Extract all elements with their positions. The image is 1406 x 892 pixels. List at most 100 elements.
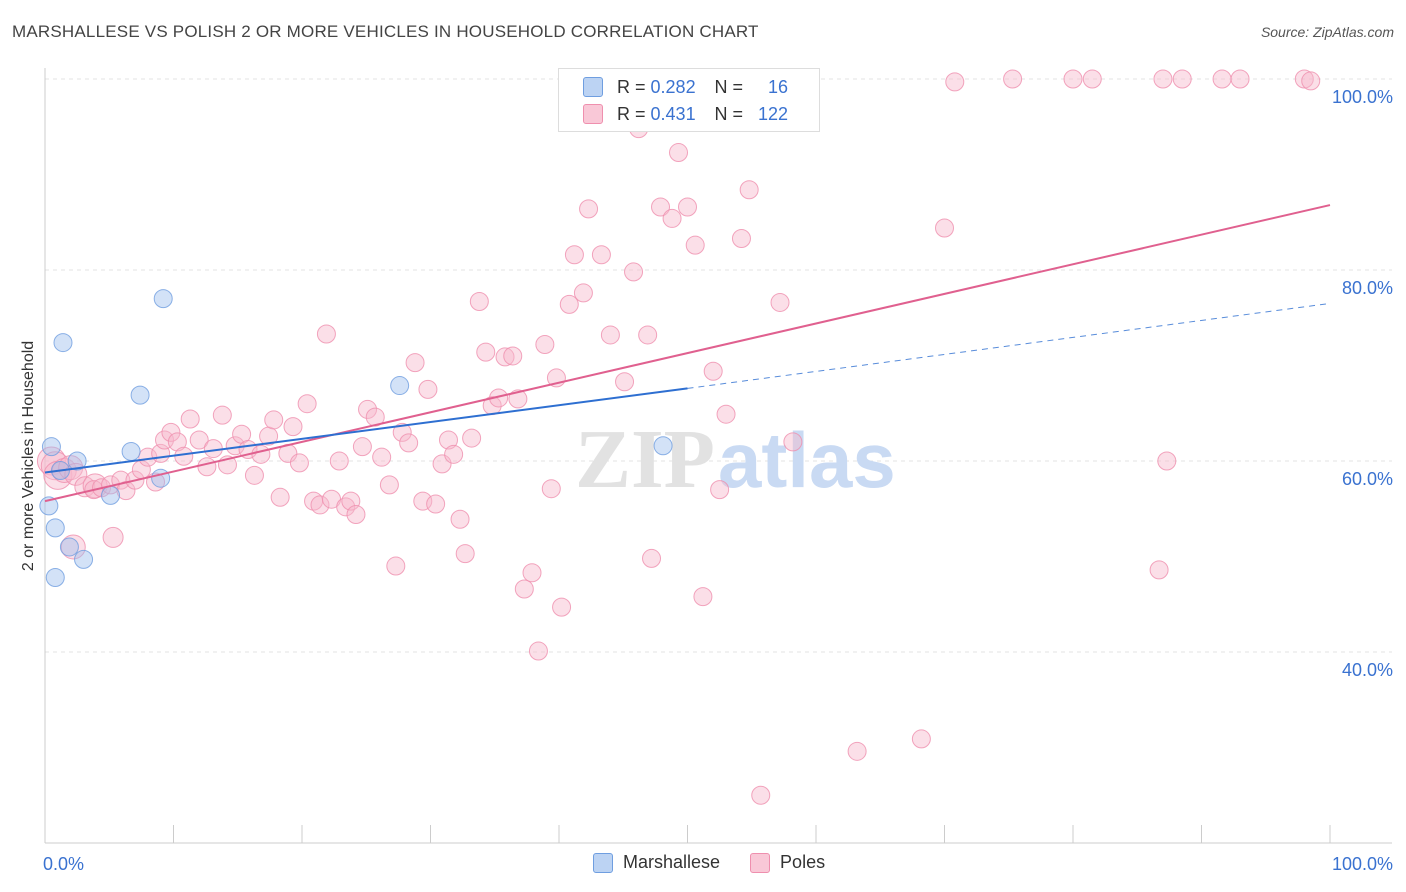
poles-point: [399, 433, 419, 453]
poles-point: [1003, 69, 1023, 89]
poles-point: [1301, 71, 1321, 91]
legend-n-value: 122: [758, 103, 789, 124]
marshallese-legend-swatch: [593, 852, 613, 873]
poles-point: [522, 563, 542, 583]
poles-point: [662, 208, 682, 228]
poles-point: [346, 504, 366, 524]
poles-point: [541, 479, 561, 499]
poles-point: [316, 324, 336, 344]
poles-point: [251, 444, 271, 464]
poles-point: [669, 143, 689, 163]
poles-point: [444, 444, 464, 464]
poles-point: [751, 785, 771, 805]
marshallese-legend-label: Marshallese: [623, 852, 721, 872]
poles-point: [1153, 69, 1173, 89]
stats-legend: R = 0.282 N = 16 R = 0.431 N = 122: [558, 68, 820, 132]
poles-point: [514, 579, 534, 599]
poles-point: [189, 430, 209, 450]
marshallese-point: [39, 496, 59, 516]
poles-point: [600, 325, 620, 345]
poles-point: [624, 262, 644, 282]
legend-row-marshallese: R = 0.282 N = 16: [583, 75, 788, 99]
poles-point: [642, 548, 662, 568]
legend-r-value: 0.282: [650, 76, 696, 97]
marshallese-point: [153, 289, 173, 309]
legend-r-label: R =: [617, 103, 646, 124]
marshallese-point: [121, 441, 141, 461]
legend-row-poles: R = 0.431 N = 122: [583, 102, 788, 126]
legend-n-label: N =: [714, 76, 744, 97]
poles-point: [102, 526, 124, 548]
poles-point: [405, 353, 425, 373]
legend-r-value: 0.431: [650, 103, 696, 124]
poles-point: [212, 405, 232, 425]
poles-point: [685, 235, 705, 255]
poles-legend-swatch: [750, 852, 771, 873]
poles-point: [438, 430, 458, 450]
legend-item-poles: Poles: [750, 852, 825, 873]
x-tick-label: 0.0%: [43, 854, 84, 874]
poles-point: [528, 641, 548, 661]
marshallese-point: [41, 437, 61, 457]
marshallese-point: [45, 518, 65, 538]
poles-point: [386, 556, 406, 576]
legend-r-label: R =: [617, 76, 646, 97]
poles-point: [450, 509, 470, 529]
poles-point: [579, 199, 599, 219]
poles-point: [573, 283, 593, 303]
poles-point: [638, 325, 658, 345]
poles-point: [379, 475, 399, 495]
poles-point: [503, 346, 523, 366]
poles-point: [413, 491, 433, 511]
poles-point: [203, 439, 223, 459]
poles-point: [651, 197, 671, 217]
poles-point: [847, 741, 867, 761]
marshallese-point: [390, 376, 410, 396]
marshallese-point: [53, 333, 73, 353]
poles-point: [270, 487, 290, 507]
marshallese-trend-line: [44, 387, 688, 474]
watermark-atlas: atlas: [718, 416, 896, 504]
poles-point: [358, 399, 378, 419]
poles-point: [462, 428, 482, 448]
y-tick-label: 80.0%: [1342, 278, 1393, 298]
poles-point: [1212, 69, 1232, 89]
poles-point: [911, 729, 931, 749]
y-tick-label: 40.0%: [1342, 660, 1393, 680]
poles-point: [264, 410, 284, 430]
poles-point: [731, 228, 751, 248]
marshallese-trend-extension: [687, 302, 1331, 389]
poles-point: [739, 180, 759, 200]
poles-point: [591, 245, 611, 265]
poles-point: [535, 334, 555, 354]
poles-point: [1230, 69, 1250, 89]
poles-legend-label: Poles: [780, 852, 826, 872]
poles-point: [935, 218, 954, 238]
poles-point: [770, 292, 790, 312]
poles-point: [615, 372, 635, 392]
poles-point: [693, 587, 713, 607]
poles-point: [392, 422, 412, 442]
poles-point: [180, 409, 200, 429]
poles-point: [372, 447, 392, 467]
marshallese-point: [59, 537, 79, 557]
y-tick-label: 60.0%: [1342, 469, 1393, 489]
poles-point: [476, 342, 496, 362]
poles-point: [418, 379, 438, 399]
poles-point: [352, 437, 372, 457]
poles-point: [1063, 69, 1083, 89]
poles-point: [716, 404, 736, 424]
poles-point: [469, 292, 489, 312]
y-tick-label: 100.0%: [1332, 87, 1393, 107]
marshallese-swatch: [583, 77, 603, 97]
poles-point: [945, 72, 965, 92]
watermark-zip: ZIP: [575, 413, 715, 506]
poles-point: [174, 446, 194, 466]
poles-point: [678, 197, 697, 217]
poles-point: [336, 497, 356, 517]
poles-point: [559, 294, 579, 314]
poles-point: [167, 432, 187, 452]
poles-point: [1149, 560, 1169, 580]
marshallese-point: [653, 436, 673, 456]
poles-point: [289, 453, 309, 473]
